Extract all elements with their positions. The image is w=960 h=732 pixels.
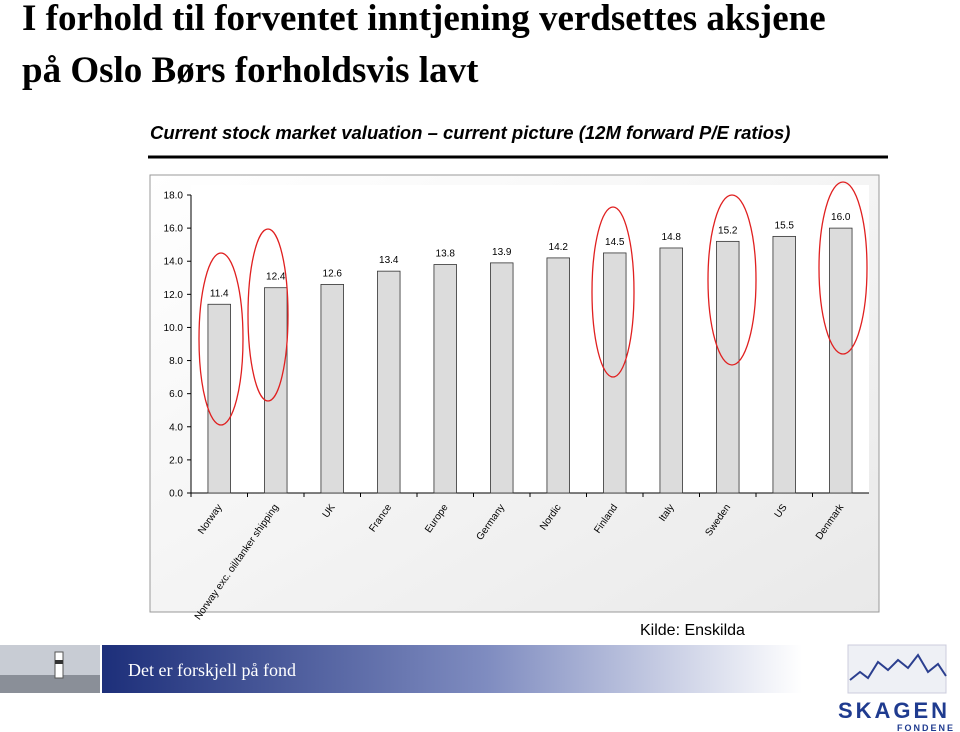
value-label: 15.2 <box>718 225 738 236</box>
bar <box>546 257 570 494</box>
y-tick-label: 0.0 <box>169 489 183 500</box>
bar <box>829 227 853 494</box>
logo-chart <box>847 644 947 694</box>
value-label: 13.9 <box>492 247 512 258</box>
value-label: 13.4 <box>379 255 399 266</box>
footer-band <box>102 645 802 693</box>
highlight <box>591 206 635 378</box>
value-label: 12.4 <box>266 272 286 283</box>
y-tick-label: 12.0 <box>164 290 184 301</box>
y-tick-label: 4.0 <box>169 422 183 433</box>
logo-sub: FONDENE <box>897 723 955 732</box>
y-tick-label: 10.0 <box>164 323 184 334</box>
value-label: 14.8 <box>662 232 682 243</box>
highlight <box>707 194 757 366</box>
slide-title: I forhold til forventet inntjening verds… <box>22 0 826 39</box>
logo-line <box>849 653 947 681</box>
highlight <box>818 181 868 355</box>
value-label: 14.2 <box>549 242 569 253</box>
bar <box>377 270 401 494</box>
bar <box>264 287 288 494</box>
highlight <box>198 252 244 426</box>
plot-area <box>191 185 869 493</box>
bar <box>603 252 627 494</box>
highlight <box>247 228 289 402</box>
value-label: 15.5 <box>775 220 795 231</box>
y-tick-label: 16.0 <box>164 224 184 235</box>
y-tick-label: 8.0 <box>169 356 183 367</box>
lighthouse <box>54 651 64 679</box>
logo-name: SKAGEN <box>838 698 950 723</box>
tagline: Det er forskjell på fond <box>128 660 296 680</box>
y-tick-label: 18.0 <box>164 191 184 202</box>
source: Kilde: Enskilda <box>640 622 745 639</box>
rocks <box>0 675 100 693</box>
bar <box>320 283 344 494</box>
lighthouse-band <box>55 660 63 664</box>
value-label: 14.5 <box>605 237 625 248</box>
value-label: 13.8 <box>436 249 456 260</box>
bar <box>772 235 796 494</box>
y-tick-label: 6.0 <box>169 389 183 400</box>
bar <box>433 264 457 494</box>
chart-title: Current stock market valuation – current… <box>150 122 790 143</box>
bar <box>716 240 740 494</box>
bar <box>490 262 514 494</box>
value-label: 16.0 <box>831 212 851 223</box>
bar <box>659 247 683 494</box>
bar <box>207 303 231 494</box>
value-label: 11.4 <box>210 288 229 299</box>
y-tick-label: 2.0 <box>169 455 183 466</box>
slide-title: på Oslo Børs forholdsvis lavt <box>22 50 479 91</box>
highlight-ellipses <box>198 181 868 426</box>
value-label: 12.6 <box>323 268 343 279</box>
y-tick-label: 14.0 <box>164 257 184 268</box>
